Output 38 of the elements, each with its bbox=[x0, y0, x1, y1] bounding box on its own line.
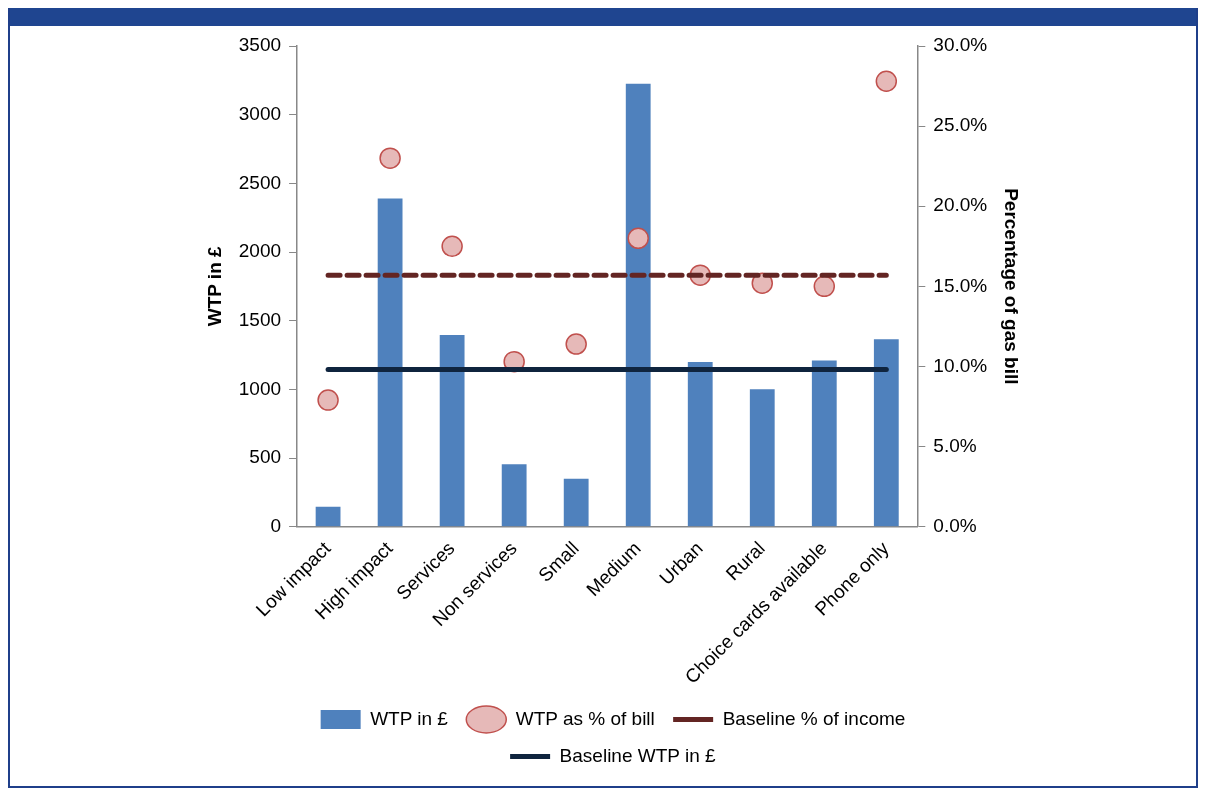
legend-label: Baseline % of income bbox=[722, 707, 906, 729]
y2-tick-label: 25.0% bbox=[933, 114, 988, 136]
point bbox=[317, 389, 339, 411]
y-axis-title: WTP in £ bbox=[203, 245, 225, 327]
bar bbox=[873, 339, 899, 527]
legend-label: WTP in £ bbox=[370, 707, 449, 729]
bar bbox=[687, 361, 713, 527]
y-tick-label: 3500 bbox=[238, 34, 282, 56]
y-tick-label: 1000 bbox=[238, 377, 282, 399]
y2-axis-title: Percentage of gas bill bbox=[1001, 188, 1023, 385]
y-tick-label: 1500 bbox=[238, 308, 282, 330]
point bbox=[627, 227, 649, 250]
bar bbox=[501, 464, 527, 527]
y2-tick-label: 20.0% bbox=[933, 194, 988, 216]
bar bbox=[315, 506, 341, 527]
bar bbox=[377, 198, 403, 527]
y-tick-label: 2000 bbox=[238, 240, 282, 262]
point bbox=[379, 147, 401, 169]
bar bbox=[749, 389, 775, 527]
bar bbox=[811, 360, 837, 527]
y-tick-label: 500 bbox=[249, 446, 282, 468]
point bbox=[565, 333, 587, 355]
y2-tick-label: 5.0% bbox=[933, 434, 977, 456]
point bbox=[875, 70, 898, 92]
bar bbox=[439, 335, 465, 527]
y-tick-label: 0 bbox=[270, 514, 282, 536]
legend-label: Baseline WTP in £ bbox=[559, 744, 716, 766]
legend-label: WTP as % of bill bbox=[515, 707, 655, 729]
point bbox=[441, 235, 463, 258]
y2-tick-label: 10.0% bbox=[933, 354, 988, 376]
y2-tick-label: 0.0% bbox=[933, 514, 977, 536]
y2-tick-label: 30.0% bbox=[933, 34, 988, 56]
bar bbox=[625, 83, 651, 527]
y-tick-label: 2500 bbox=[238, 171, 282, 193]
y2-tick-label: 15.0% bbox=[933, 274, 988, 296]
y-tick-label: 3000 bbox=[238, 102, 282, 124]
point bbox=[813, 275, 836, 298]
bar bbox=[563, 478, 589, 527]
